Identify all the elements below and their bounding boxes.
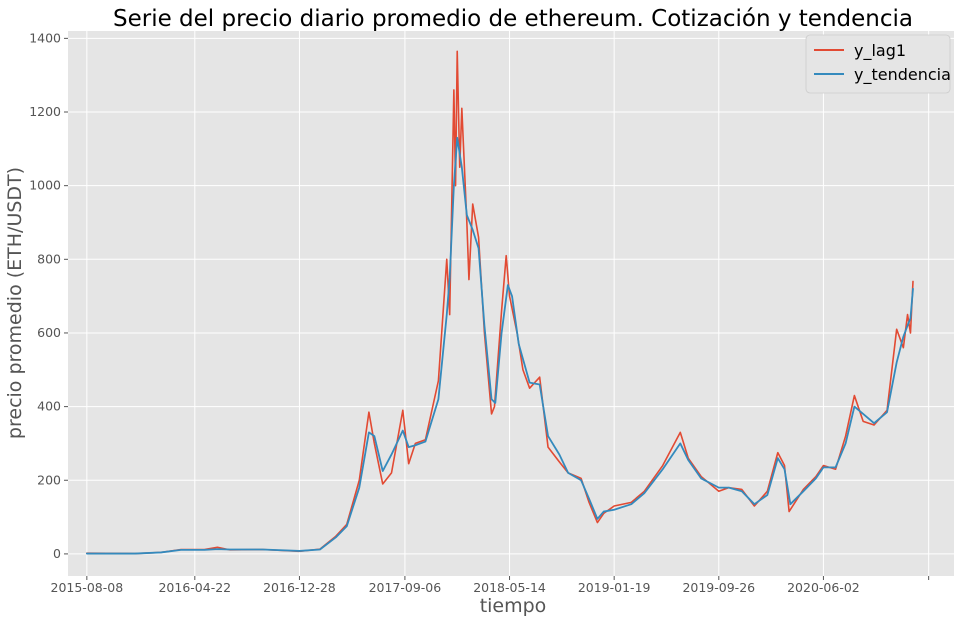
x-tick-label: 2018-05-14 [473,580,546,595]
legend: y_lag1 y_tendencia [805,34,951,94]
x-axis-label: tiempo [480,595,547,617]
y-tick-label: 1000 [29,178,61,193]
x-tick-label: 2019-01-19 [578,580,651,595]
legend-label-y-lag1: y_lag1 [854,41,906,61]
x-tick-label: 2016-12-28 [263,580,336,595]
grid-lines [68,31,954,576]
y-tick-label: 400 [37,399,61,414]
y-tick-label: 200 [37,472,61,487]
chart-title: Serie del precio diario promedio de ethe… [113,6,913,32]
x-tick-label: 2020-06-02 [787,580,860,595]
y-axis-ticks: 0 200 400 600 800 1000 1200 1400 [29,30,68,561]
y-tick-label: 800 [37,251,61,266]
legend-label-y-tendencia: y_tendencia [854,65,951,85]
y-tick-label: 600 [37,325,61,340]
series-line-y-tendencia [85,136,914,555]
x-axis-ticks: 2015-08-08 2016-04-22 2016-12-28 2017-09-06… [51,576,930,595]
series-layer [85,50,914,555]
y-axis-label: precio promedio (ETH/USDT) [4,167,26,439]
x-tick-label: 2017-09-06 [369,580,442,595]
x-tick-label: 2016-04-22 [158,580,231,595]
y-tick-label: 1200 [29,104,61,119]
x-tick-label: 2015-08-08 [51,580,124,595]
y-tick-label: 0 [53,546,61,561]
x-tick-label: 2019-09-26 [682,580,755,595]
y-tick-label: 1400 [29,30,61,45]
